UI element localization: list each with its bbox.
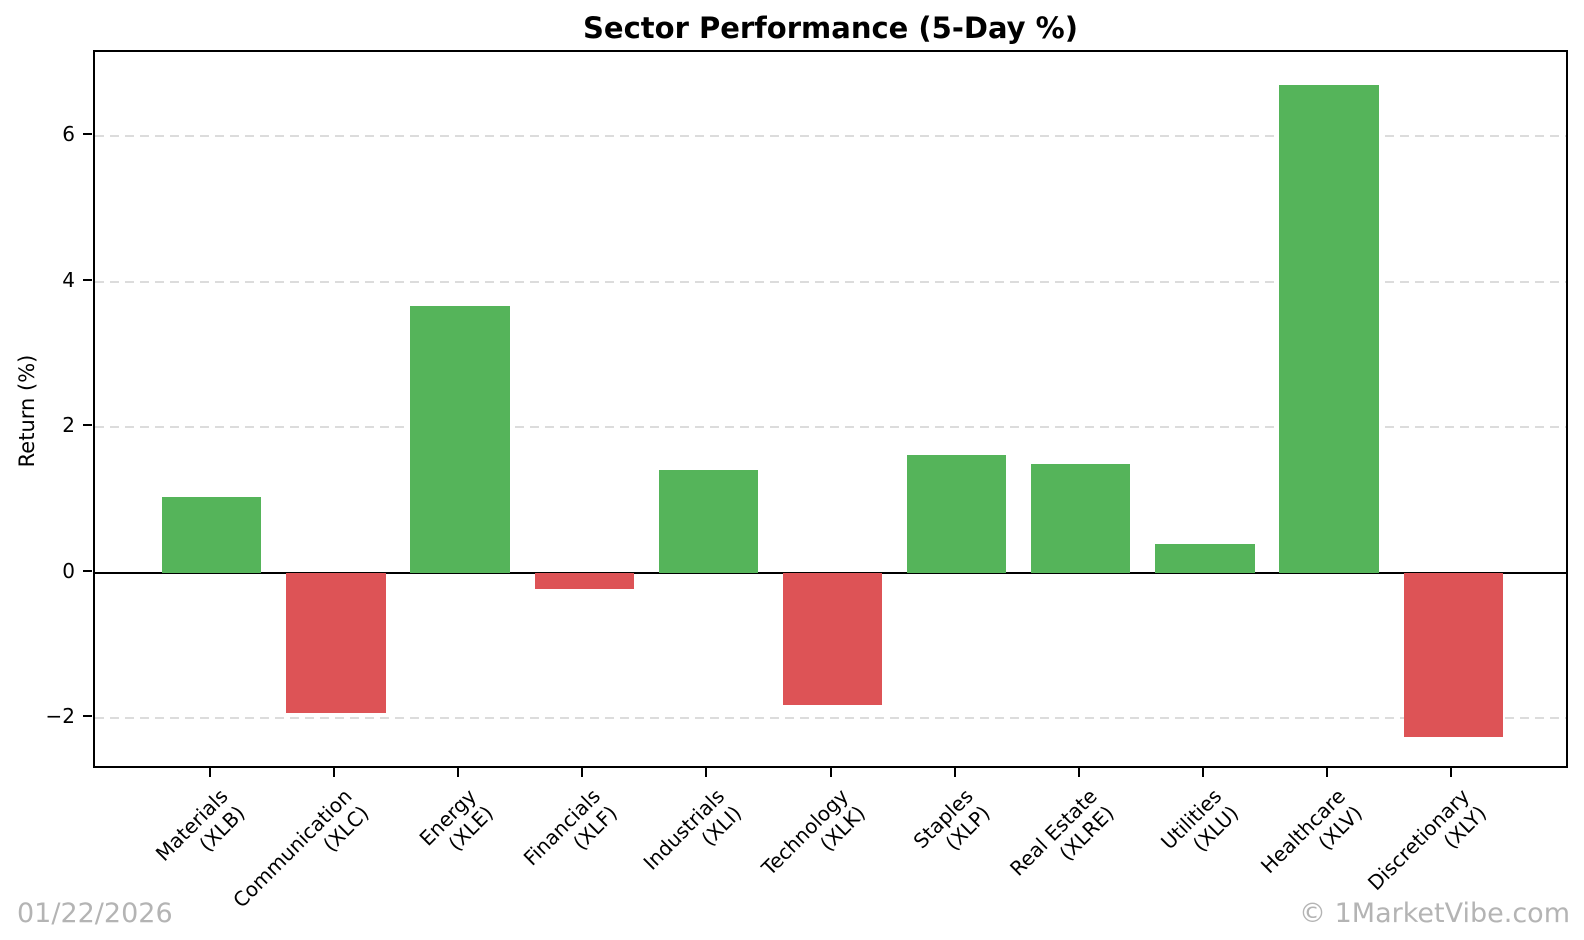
plot-area bbox=[93, 50, 1568, 768]
bar-discretionary bbox=[1403, 572, 1503, 738]
x-tick-label-staples: Staples (XLP) bbox=[908, 784, 994, 870]
x-tick-mark-real-estate bbox=[1077, 768, 1080, 777]
x-tick-mark-communication bbox=[332, 768, 335, 777]
bar-energy bbox=[410, 305, 510, 573]
watermark-brand: © 1MarketVibe.com bbox=[1299, 898, 1570, 929]
bar-technology bbox=[782, 572, 883, 706]
bar-industrials bbox=[658, 469, 758, 573]
gridline-y-2 bbox=[95, 426, 1566, 429]
gridline-y-4 bbox=[95, 280, 1566, 283]
x-tick-label-discretionary: Discretionary (XLY) bbox=[1363, 784, 1491, 912]
x-tick-label-financials: Financials (XLF) bbox=[519, 784, 622, 887]
y-tick-mark--2 bbox=[83, 715, 92, 718]
bar-materials bbox=[162, 497, 262, 573]
x-tick-mark-financials bbox=[581, 768, 584, 777]
x-tick-mark-materials bbox=[208, 768, 211, 777]
x-tick-label-real-estate: Real Estate (XLRE) bbox=[1005, 784, 1119, 898]
y-tick-mark-2 bbox=[83, 424, 92, 427]
x-tick-label-materials: Materials (XLB) bbox=[151, 784, 250, 883]
gridline-y-6 bbox=[95, 135, 1566, 138]
y-tick-mark-4 bbox=[83, 278, 92, 281]
bar-healthcare bbox=[1279, 84, 1379, 573]
x-tick-label-industrials: Industrials (XLI) bbox=[639, 784, 747, 892]
x-tick-label-utilities: Utilities (XLU) bbox=[1156, 784, 1243, 871]
x-tick-mark-utilities bbox=[1201, 768, 1204, 777]
x-tick-label-communication: Communication (XLC) bbox=[228, 784, 373, 929]
chart-title: Sector Performance (5-Day %) bbox=[583, 11, 1078, 45]
bar-staples bbox=[906, 455, 1007, 573]
x-tick-label-energy: Energy (XLE) bbox=[414, 784, 497, 867]
x-tick-mark-technology bbox=[829, 768, 832, 777]
watermark-date: 01/22/2026 bbox=[17, 898, 173, 929]
bar-utilities bbox=[1155, 543, 1255, 573]
y-tick-label-4: 4 bbox=[62, 267, 75, 292]
x-tick-mark-discretionary bbox=[1450, 768, 1453, 777]
y-tick-label-6: 6 bbox=[62, 122, 75, 147]
bar-financials bbox=[534, 572, 634, 589]
y-tick-mark-6 bbox=[83, 133, 92, 136]
y-tick-label--2: −2 bbox=[45, 704, 75, 729]
bar-real-estate bbox=[1031, 463, 1131, 573]
bar-communication bbox=[286, 572, 386, 714]
y-tick-label-0: 0 bbox=[62, 558, 75, 583]
y-tick-label-2: 2 bbox=[62, 413, 75, 438]
x-tick-mark-healthcare bbox=[1326, 768, 1329, 777]
x-tick-label-technology: Technology (XLK) bbox=[757, 784, 870, 897]
x-tick-label-healthcare: Healthcare (XLV) bbox=[1256, 784, 1367, 895]
y-tick-mark-0 bbox=[83, 569, 92, 572]
x-tick-mark-staples bbox=[953, 768, 956, 777]
x-tick-mark-energy bbox=[457, 768, 460, 777]
x-tick-mark-industrials bbox=[705, 768, 708, 777]
gridline-y--2 bbox=[95, 717, 1566, 720]
